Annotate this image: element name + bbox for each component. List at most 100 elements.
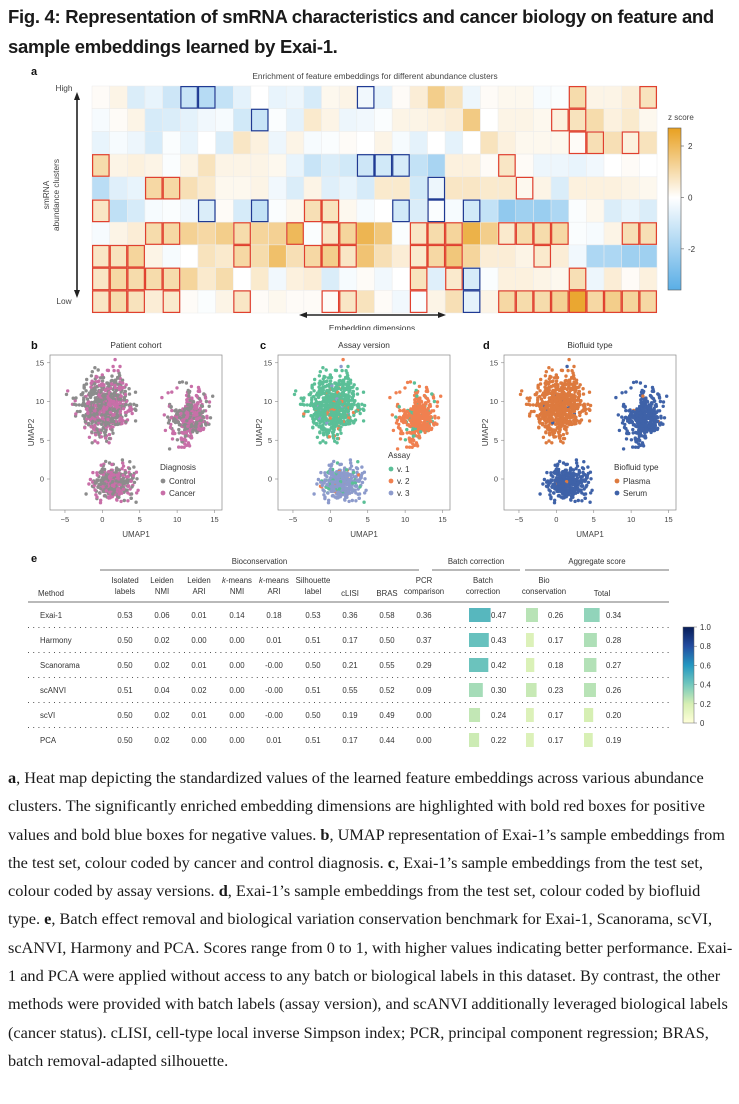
x-axis-label: Embedding dimensions bbox=[329, 323, 415, 330]
aggregate-score-bar bbox=[584, 608, 600, 622]
heatmap-cell bbox=[215, 199, 234, 223]
aggregate-score-value: 0.30 bbox=[491, 686, 507, 695]
y-tick-label: 0 bbox=[268, 475, 272, 484]
scatter-point bbox=[564, 428, 568, 432]
scatter-point bbox=[435, 404, 439, 408]
scatter-point bbox=[586, 465, 590, 469]
scatter-point bbox=[127, 392, 132, 396]
scatter-point bbox=[88, 477, 93, 482]
table-cell: 0.01 bbox=[191, 611, 206, 620]
scatter-point bbox=[177, 416, 182, 420]
x-tick-label: 15 bbox=[438, 515, 446, 524]
heatmap-cell bbox=[409, 153, 428, 178]
scatter-point bbox=[338, 416, 343, 420]
heatmap-cell bbox=[127, 290, 146, 314]
scatter-point bbox=[194, 393, 199, 398]
scatter-point bbox=[346, 387, 350, 392]
scatter-point bbox=[574, 458, 579, 462]
scatter-point bbox=[412, 434, 416, 438]
table-cell: 0.00 bbox=[229, 636, 245, 645]
heatmap-cell bbox=[497, 244, 516, 268]
scatter-point bbox=[195, 401, 200, 405]
scatter-point bbox=[325, 379, 329, 383]
scatter-point bbox=[115, 412, 119, 417]
scatter-point bbox=[645, 430, 649, 434]
scatter-point bbox=[90, 389, 95, 393]
scatter-point bbox=[412, 430, 417, 435]
scatter-point bbox=[329, 420, 333, 424]
scatter-point bbox=[554, 467, 558, 471]
scatter-point bbox=[120, 386, 124, 390]
scatter-point bbox=[329, 375, 334, 380]
scatter-point bbox=[340, 419, 344, 424]
scatter-point bbox=[640, 402, 644, 407]
column-header: Leiden bbox=[187, 576, 210, 585]
positive-enrichment-box bbox=[498, 154, 516, 177]
scatter-point bbox=[332, 436, 336, 440]
heatmap-cell bbox=[586, 199, 605, 223]
heatmap-cell bbox=[427, 153, 446, 178]
scatter-point bbox=[433, 414, 437, 418]
scatter-point bbox=[351, 403, 356, 407]
heatmap-cell bbox=[321, 290, 340, 314]
heatmap-cell bbox=[338, 199, 358, 223]
scatter-point bbox=[184, 381, 189, 385]
scatter-point bbox=[121, 487, 126, 491]
scatter-point bbox=[90, 393, 94, 397]
scatter-point bbox=[568, 388, 573, 393]
scatter-point bbox=[353, 488, 357, 492]
heatmap-cell bbox=[374, 267, 393, 291]
scatter-point bbox=[422, 393, 427, 398]
scatter-point bbox=[330, 482, 335, 486]
scatter-point bbox=[573, 499, 577, 504]
method-name: scVI bbox=[40, 711, 55, 720]
heatmap-cell bbox=[480, 131, 499, 155]
scatter-point bbox=[571, 385, 576, 389]
heatmap-cell bbox=[180, 85, 199, 109]
scatter-point bbox=[649, 401, 654, 405]
scatter-point bbox=[93, 481, 97, 485]
scatter-point bbox=[190, 436, 194, 440]
heatmap-cell bbox=[621, 267, 640, 291]
scatter-point bbox=[536, 386, 540, 390]
scatter-point bbox=[115, 497, 119, 502]
scatter-point bbox=[107, 470, 111, 474]
legend-entry: Control bbox=[169, 477, 196, 486]
scatter-point bbox=[574, 378, 579, 382]
scatter-point bbox=[316, 395, 321, 400]
heatmap-cell bbox=[427, 131, 446, 155]
scatter-point bbox=[360, 480, 365, 485]
negative-enrichment-box bbox=[462, 290, 481, 313]
scatter-point bbox=[130, 411, 134, 416]
scatter-point bbox=[577, 410, 582, 415]
table-cell: 0.51 bbox=[117, 686, 132, 695]
scatter-point bbox=[558, 421, 562, 425]
table-cell: 0.55 bbox=[379, 661, 395, 670]
scatter-point bbox=[577, 389, 581, 394]
heatmap-cell bbox=[180, 221, 199, 246]
x-tick-label: 5 bbox=[366, 515, 370, 524]
panel-d-label: d bbox=[483, 340, 490, 352]
heatmap-cell bbox=[197, 176, 216, 200]
scatter-point bbox=[351, 389, 355, 394]
scatter-point bbox=[177, 431, 181, 435]
scatter-point bbox=[318, 370, 322, 374]
scatter-point bbox=[105, 439, 109, 443]
heatmap-cell bbox=[444, 267, 464, 291]
scatter-point bbox=[359, 473, 364, 478]
heatmap-cell bbox=[550, 176, 569, 200]
scatter-point bbox=[108, 398, 113, 403]
scatter-point bbox=[571, 483, 576, 487]
positive-enrichment-box bbox=[109, 267, 128, 291]
scatter-point bbox=[87, 391, 92, 395]
scatter-point bbox=[539, 397, 544, 401]
scatter-point bbox=[335, 432, 340, 437]
scatter-point bbox=[420, 404, 424, 408]
scatter-point bbox=[93, 399, 98, 403]
heatmap-cell bbox=[497, 176, 516, 200]
scatter-point bbox=[547, 382, 551, 386]
scatter-point bbox=[435, 400, 440, 404]
scatter-point bbox=[561, 441, 565, 445]
scatter-point bbox=[554, 416, 558, 420]
scatter-point bbox=[572, 418, 576, 423]
